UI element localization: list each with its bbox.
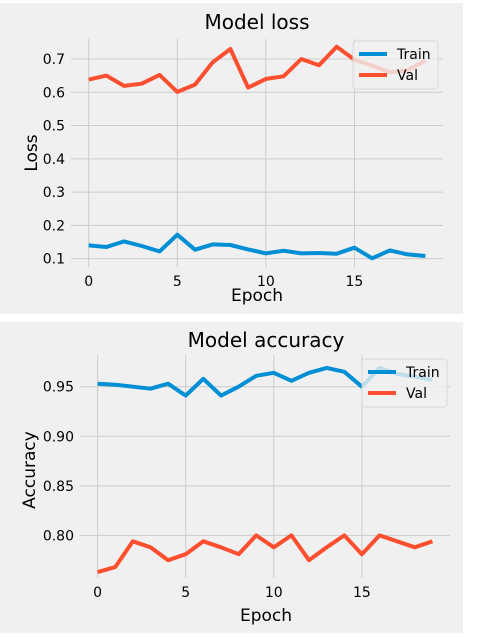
loss-ytick-label: 0.5 [43, 119, 65, 135]
loss-ytick-label: 0.4 [43, 152, 65, 168]
loss-chart-ticks: 0 5 10 15 0.1 0.2 0.3 0.4 0.5 0.6 0.7 [43, 52, 364, 290]
accuracy-chart-xlabel: Epoch [240, 606, 292, 626]
loss-ytick-label: 0.6 [43, 85, 65, 101]
accuracy-xtick-label: 10 [265, 585, 283, 601]
accuracy-xtick-label: 5 [181, 585, 190, 601]
loss-xtick-label: 15 [346, 274, 364, 290]
accuracy-chart-title: Model accuracy [188, 328, 345, 352]
loss-series-train-line [88, 232, 426, 261]
loss-legend-label-train: Train [396, 47, 431, 63]
loss-legend-label-val: Val [397, 68, 418, 84]
accuracy-chart: Model accuracy 0 5 10 15 0.80 0.85 0.90 0.95 Ep… [0, 322, 463, 633]
accuracy-ytick-label: 0.90 [43, 429, 74, 445]
loss-chart-xlabel: Epoch [231, 286, 283, 306]
accuracy-series-val-line [97, 533, 434, 575]
accuracy-chart-ylabel: Accuracy [20, 431, 40, 509]
loss-ytick-label: 0.7 [43, 52, 65, 68]
accuracy-chart-ticks: 0 5 10 15 0.80 0.85 0.90 0.95 [43, 380, 371, 601]
loss-ytick-label: 0.2 [43, 218, 65, 234]
loss-chart-legend: Train Val [352, 40, 439, 90]
accuracy-xtick-label: 15 [353, 585, 371, 601]
loss-ytick-label: 0.1 [43, 252, 65, 268]
accuracy-legend-label-val: Val [406, 386, 427, 402]
loss-ytick-label: 0.3 [43, 185, 65, 201]
accuracy-xtick-label: 0 [93, 585, 102, 601]
accuracy-chart-legend: Train Val [361, 358, 448, 408]
accuracy-ytick-label: 0.80 [43, 528, 74, 544]
loss-chart: Model loss 0 5 10 15 0.1 0.2 0.3 0.4 0.5 0.6 0.7 E… [0, 3, 463, 314]
accuracy-ytick-label: 0.85 [43, 479, 74, 495]
loss-xtick-label: 10 [257, 274, 275, 290]
loss-xtick-label: 5 [173, 274, 182, 290]
loss-xtick-label: 0 [84, 274, 93, 290]
loss-chart-title: Model loss [204, 10, 309, 34]
loss-chart-ylabel: Loss [22, 134, 42, 171]
accuracy-legend-label-train: Train [405, 365, 440, 381]
accuracy-ytick-label: 0.95 [43, 380, 74, 396]
